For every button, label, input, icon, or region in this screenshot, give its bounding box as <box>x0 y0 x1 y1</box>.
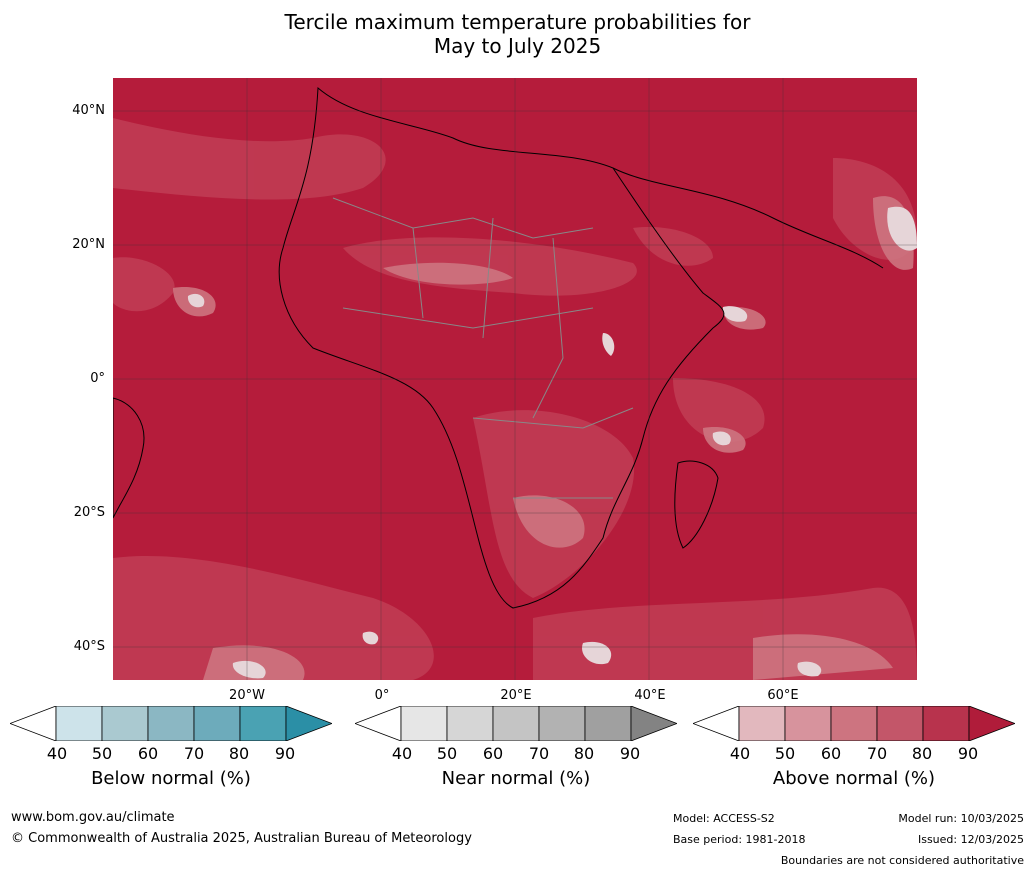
colorbar-swatch <box>922 706 970 741</box>
colorbar-swatch <box>738 706 786 741</box>
colorbar-low-extension <box>693 706 740 741</box>
lon-label-60e: 60°E <box>767 688 799 703</box>
below-normal-label: Below normal (%) <box>91 768 251 789</box>
tick-label: 90 <box>619 744 641 763</box>
lon-label-20w: 20°W <box>229 688 265 703</box>
tick-label: 40 <box>391 744 413 763</box>
tick-label: 70 <box>183 744 205 763</box>
colorbar-swatch <box>784 706 832 741</box>
colorbar-swatch <box>147 706 195 741</box>
coastlines <box>113 86 884 609</box>
colorbar-swatch <box>830 706 878 741</box>
tick-label: 90 <box>274 744 296 763</box>
tick-label: 70 <box>866 744 888 763</box>
colorbar-swatch <box>55 706 103 741</box>
lat-label-40n: 40°N <box>72 103 105 118</box>
near-normal-swatches <box>355 706 677 741</box>
probability-map <box>113 78 917 680</box>
lat-label-0: 0° <box>90 371 105 386</box>
country-boundaries <box>332 197 634 499</box>
colorbar-swatch <box>101 706 149 741</box>
tick-label: 80 <box>911 744 933 763</box>
above-normal-colorbar <box>693 706 1015 741</box>
lon-label-20e: 20°E <box>500 688 532 703</box>
website-link[interactable]: www.bom.gov.au/climate <box>11 810 175 825</box>
tick-label: 60 <box>482 744 504 763</box>
lat-label-20n: 20°N <box>72 237 105 252</box>
above-normal-swatches <box>693 706 1015 741</box>
tick-label: 60 <box>820 744 842 763</box>
tick-label: 90 <box>957 744 979 763</box>
colorbar-swatch <box>400 706 448 741</box>
tick-label: 50 <box>436 744 458 763</box>
above-normal-label: Above normal (%) <box>772 768 936 789</box>
colorbar-swatch <box>446 706 494 741</box>
colorbar-swatch <box>193 706 241 741</box>
below-normal-swatches <box>10 706 332 741</box>
tick-label: 50 <box>91 744 113 763</box>
issued-date: Issued: 12/03/2025 <box>917 833 1024 846</box>
colorbar-high-extension <box>630 706 677 741</box>
colorbar-high-extension <box>968 706 1015 741</box>
tick-label: 40 <box>46 744 68 763</box>
colorbar-swatch <box>492 706 540 741</box>
tick-label: 80 <box>573 744 595 763</box>
model-run-date: Model run: 10/03/2025 <box>898 812 1024 825</box>
colorbar-swatch <box>584 706 632 741</box>
colorbar-low-extension <box>10 706 57 741</box>
tick-label: 70 <box>528 744 550 763</box>
below-normal-colorbar <box>10 706 332 741</box>
graticule <box>113 78 917 680</box>
lon-label-0: 0° <box>374 688 390 703</box>
low-probability-patches <box>187 206 917 679</box>
near-normal-label: Near normal (%) <box>441 768 591 789</box>
title-line-2: May to July 2025 <box>433 34 602 58</box>
colorbar-swatch <box>239 706 287 741</box>
title-line-1: Tercile maximum temperature probabilitie… <box>284 10 751 34</box>
near-normal-colorbar <box>355 706 677 741</box>
chart-title: Tercile maximum temperature probabilitie… <box>0 10 1035 58</box>
lon-label-40e: 40°E <box>634 688 666 703</box>
tick-label: 60 <box>137 744 159 763</box>
tick-label: 50 <box>774 744 796 763</box>
model-name: Model: ACCESS-S2 <box>673 812 775 825</box>
boundaries-disclaimer: Boundaries are not considered authoritat… <box>780 854 1024 867</box>
base-period: Base period: 1981-2018 <box>673 833 806 846</box>
colorbar-low-extension <box>355 706 402 741</box>
colorbar-high-extension <box>285 706 332 741</box>
lat-label-40s: 40°S <box>73 639 105 654</box>
tick-label: 80 <box>228 744 250 763</box>
colorbar-swatch <box>538 706 586 741</box>
lat-label-20s: 20°S <box>73 505 105 520</box>
colorbar-swatch <box>876 706 924 741</box>
copyright-text: © Commonwealth of Australia 2025, Austra… <box>11 831 472 846</box>
tick-label: 40 <box>729 744 751 763</box>
